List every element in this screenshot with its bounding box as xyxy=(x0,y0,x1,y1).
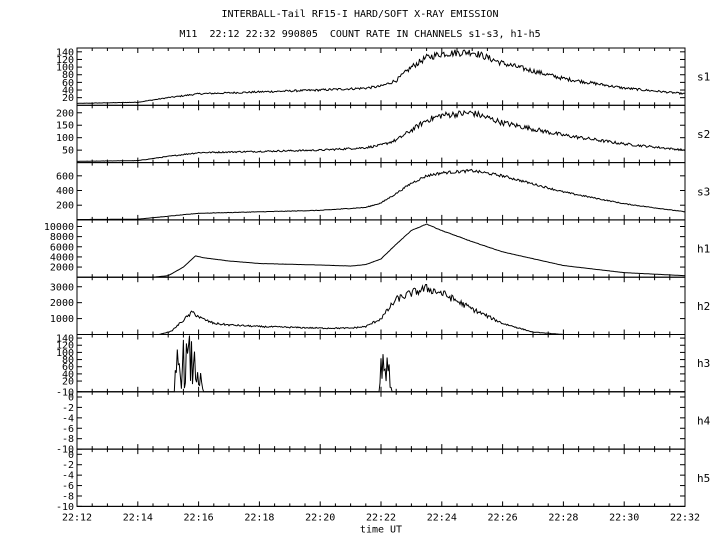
panel-frame-s2 xyxy=(76,104,686,164)
y-tick-label-s3: 400 xyxy=(56,186,74,197)
panel-frame-s3 xyxy=(76,162,686,221)
x-tick-label: 22:28 xyxy=(548,512,578,523)
y-tick-label-s1: 120 xyxy=(56,55,74,66)
y-tick-label-h3: 60 xyxy=(62,362,74,373)
y-tick-label-h3: 80 xyxy=(62,355,74,366)
y-tick-label-s1: 100 xyxy=(56,63,74,74)
series-line-s3 xyxy=(77,168,686,220)
y-tick-label-h5: -6 xyxy=(62,481,74,492)
series-label-s3: s3 xyxy=(697,185,710,198)
y-tick-label-h4: -4 xyxy=(62,413,74,424)
chart-subtitle: M11 22:12 22:32 990805 COUNT RATE IN CHA… xyxy=(179,29,541,40)
y-tick-label-h2: 1000 xyxy=(50,314,74,325)
series-label-h4: h4 xyxy=(697,414,711,427)
y-tick-label-h5: -8 xyxy=(62,491,74,502)
x-tick-label: 22:20 xyxy=(305,512,335,523)
y-tick-label-h5: 0 xyxy=(68,450,74,461)
y-tick-label-s1: 20 xyxy=(62,93,74,104)
y-tick-label-h5: -4 xyxy=(62,471,74,482)
y-tick-label-h3: 140 xyxy=(56,334,74,345)
series-line-h1 xyxy=(77,223,686,278)
y-tick-label-s2: 100 xyxy=(56,133,74,144)
y-tick-label-h2: 2000 xyxy=(50,298,74,309)
y-tick-label-s3: 200 xyxy=(56,201,74,212)
y-tick-label-h3: 120 xyxy=(56,341,74,352)
series-line-h2 xyxy=(77,284,685,335)
series-label-h1: h1 xyxy=(697,243,710,256)
series-line-s1 xyxy=(76,49,686,104)
y-tick-label-s3: 600 xyxy=(56,171,74,182)
y-tick-label-h3: 100 xyxy=(56,348,74,359)
x-tick-label: 22:14 xyxy=(123,512,153,523)
series-label-s2: s2 xyxy=(697,128,710,141)
y-tick-label-h1: 10000 xyxy=(44,222,74,233)
y-tick-label-s2: 150 xyxy=(56,121,74,132)
x-tick-label: 22:18 xyxy=(244,512,274,523)
y-tick-label-h5: -2 xyxy=(62,460,74,471)
y-tick-label-h5: -10 xyxy=(56,502,74,513)
y-tick-label-s2: 50 xyxy=(62,146,74,157)
x-tick-label: 22:30 xyxy=(609,512,639,523)
x-tick-label: 22:26 xyxy=(488,512,518,523)
y-tick-label-h1: 8000 xyxy=(50,232,74,243)
series-line-s2 xyxy=(76,109,686,162)
x-tick-label: 22:32 xyxy=(670,512,700,523)
series-label-h5: h5 xyxy=(697,472,710,485)
y-tick-label-h3: 40 xyxy=(62,369,74,380)
x-tick-label: 22:12 xyxy=(62,512,92,523)
y-tick-label-h1: 2000 xyxy=(50,263,74,274)
x-tick-label: 22:24 xyxy=(427,512,457,523)
y-tick-label-h2: 3000 xyxy=(50,282,74,293)
y-tick-label-h4: -8 xyxy=(62,434,74,445)
y-tick-label-h4: -6 xyxy=(62,424,74,435)
series-line-h3 xyxy=(77,335,685,393)
y-tick-label-h1: 6000 xyxy=(50,242,74,253)
chart-title: INTERBALL-Tail RF15-I HARD/SOFT X-RAY EM… xyxy=(221,9,499,20)
panel-frame-h4 xyxy=(76,391,686,450)
y-tick-label-s1: 80 xyxy=(62,70,74,81)
y-tick-label-h4: -2 xyxy=(62,403,74,414)
y-tick-label-h3: 20 xyxy=(62,377,74,388)
panel-frame-h5 xyxy=(76,448,686,507)
y-tick-label-s2: 200 xyxy=(56,108,74,119)
panel-frame-h2 xyxy=(76,276,686,336)
y-tick-label-s1: 140 xyxy=(56,47,74,58)
y-tick-label-h3: -10 xyxy=(56,387,74,398)
x-axis-label: time UT xyxy=(360,524,402,535)
panel-frame-s1 xyxy=(76,47,686,106)
y-tick-label-s1: 40 xyxy=(62,86,74,97)
y-tick-label-h4: 0 xyxy=(68,393,74,404)
series-label-h2: h2 xyxy=(697,300,710,313)
series-label-s1: s1 xyxy=(697,71,710,84)
series-label-h3: h3 xyxy=(697,357,710,370)
y-tick-label-h1: 4000 xyxy=(50,252,74,263)
y-tick-label-h4: -10 xyxy=(56,445,74,456)
x-tick-label: 22:22 xyxy=(366,512,396,523)
y-tick-label-s1: 60 xyxy=(62,78,74,89)
x-tick-label: 22:16 xyxy=(184,512,214,523)
